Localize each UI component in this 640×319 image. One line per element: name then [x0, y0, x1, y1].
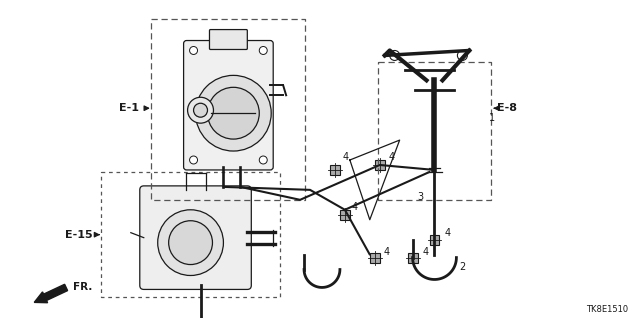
Text: 4: 4 — [422, 247, 429, 256]
Text: 4: 4 — [388, 152, 395, 162]
Text: 4: 4 — [383, 247, 390, 256]
Circle shape — [188, 97, 214, 123]
FancyArrow shape — [35, 284, 68, 303]
Bar — [375, 160, 385, 170]
Text: E-8: E-8 — [497, 103, 517, 113]
Circle shape — [169, 221, 212, 264]
Text: 2: 2 — [460, 262, 466, 271]
Circle shape — [157, 210, 223, 276]
Text: E-1: E-1 — [119, 103, 139, 113]
Bar — [408, 253, 417, 263]
Bar — [429, 235, 440, 245]
Text: 4: 4 — [343, 152, 349, 162]
FancyBboxPatch shape — [140, 186, 252, 289]
Circle shape — [193, 103, 207, 117]
Text: FR.: FR. — [73, 282, 92, 293]
Bar — [340, 210, 350, 220]
Circle shape — [390, 50, 399, 60]
Text: 3: 3 — [417, 192, 424, 202]
Circle shape — [458, 50, 467, 60]
Circle shape — [207, 87, 259, 139]
Text: 4: 4 — [444, 228, 451, 238]
Text: TK8E1510: TK8E1510 — [586, 305, 628, 314]
Circle shape — [196, 75, 271, 151]
Text: E-15: E-15 — [65, 230, 93, 240]
Text: 4: 4 — [352, 202, 358, 212]
Circle shape — [259, 156, 268, 164]
Circle shape — [189, 47, 198, 55]
Text: 1: 1 — [489, 113, 495, 123]
FancyBboxPatch shape — [209, 30, 247, 49]
Circle shape — [259, 47, 268, 55]
Bar — [370, 253, 380, 263]
Bar — [330, 165, 340, 175]
Circle shape — [189, 156, 198, 164]
FancyBboxPatch shape — [184, 41, 273, 170]
